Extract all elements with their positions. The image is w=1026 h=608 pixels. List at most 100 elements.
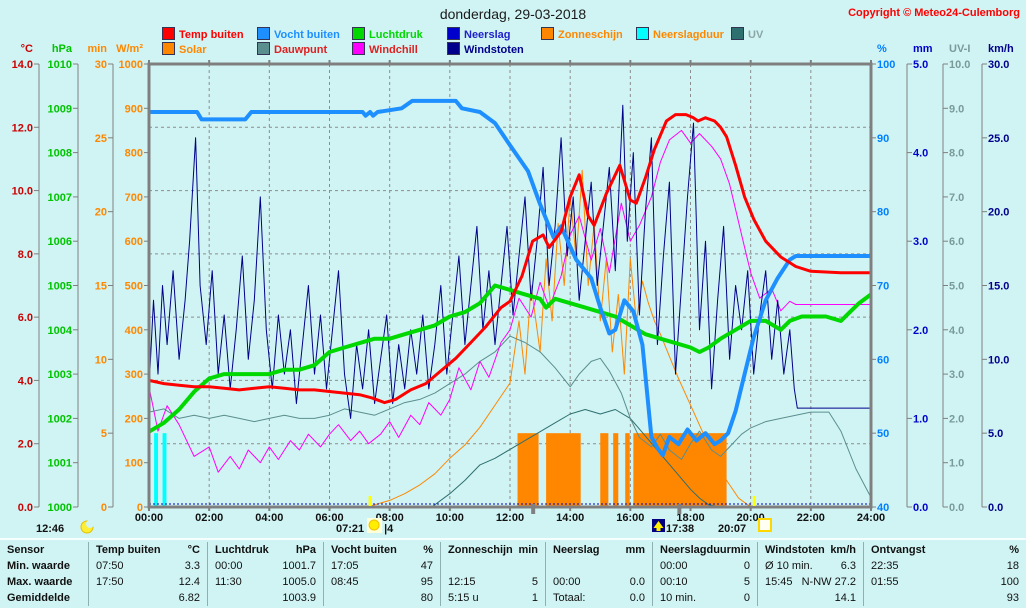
- cell-time: Gemiddelde: [7, 592, 70, 604]
- axis-tick-label: 0.0: [18, 502, 33, 514]
- legend-swatch-icon: [257, 42, 270, 55]
- axis-tick-label: 0.0: [913, 502, 928, 514]
- legend-label: Vocht buiten: [274, 29, 340, 41]
- border-ticks: [148, 60, 872, 511]
- axis-tick-label: 400: [125, 325, 143, 337]
- series-windchill: [148, 129, 871, 473]
- cell-value: 6.82: [178, 592, 200, 604]
- axis-tick-label: 25: [95, 133, 107, 145]
- cell-value: 1005.0: [282, 576, 316, 588]
- cell-value: 0.0: [629, 592, 645, 604]
- axis-tick-label: 1010: [48, 59, 72, 71]
- axis-mm: 5.0 4.0 3.0 2.0 1.0 0.0 mm: [906, 43, 933, 514]
- legend-item-uv: UV: [731, 27, 763, 41]
- legend-item-dauwpunt: Dauwpunt: [257, 42, 327, 56]
- x-axis-tick-label: 06:00: [315, 512, 343, 524]
- legend-item-luchtdruk: Luchtdruk: [352, 27, 423, 41]
- cell-time: 08:45: [331, 576, 359, 588]
- legend-label: Neerslagduur: [653, 29, 724, 41]
- x-axis-tick-label: 02:00: [195, 512, 223, 524]
- cell-value: %: [1009, 544, 1019, 556]
- table-cell: 5:15 u 1: [440, 590, 545, 606]
- axis-tick-label: 300: [125, 369, 143, 381]
- axis-tick-label: 90: [877, 133, 889, 145]
- table-cell: 80: [323, 590, 440, 606]
- axis-tick-label: 8.0: [18, 249, 33, 261]
- cell-value: 0.0: [629, 576, 645, 588]
- axis-tick-label: 60: [877, 354, 889, 366]
- legend-swatch-icon: [257, 27, 270, 40]
- axis-unit-label: W/m²: [116, 43, 143, 55]
- cell-time: 22:35: [871, 560, 899, 572]
- x-axis-tick-label: 12:00: [496, 512, 524, 524]
- table-cell: 17:50 12.4: [88, 574, 207, 590]
- axis-tick-label: 1009: [48, 103, 72, 115]
- axis-tick-label: 6.0: [949, 236, 964, 248]
- series-dauwpunt: [148, 335, 872, 498]
- axis-tick-label: 1000: [48, 502, 72, 514]
- weather-chart: 14.012.010.08.06.04.02.00.0°C10101009100…: [12, 43, 1014, 535]
- cell-time: Zonneschijn: [448, 544, 513, 556]
- cell-time: 00:00: [660, 560, 688, 572]
- table-cell: 00:00 0: [652, 558, 757, 574]
- marker-time: |4: [384, 523, 394, 535]
- bars-zonneschijn: [517, 433, 727, 506]
- table-header-zonneschijn: Zonneschijn min: [440, 542, 545, 558]
- table-cell: [440, 558, 545, 574]
- marker-time: 17:38: [666, 523, 694, 535]
- axis-tick-label: 4.0: [18, 375, 33, 387]
- legend-item-zonneschijn: Zonneschijn: [541, 27, 623, 41]
- axis-tick-label: 4.0: [949, 325, 964, 337]
- axis-tick-label: 1.0: [949, 458, 964, 470]
- legend-label: Windchill: [369, 44, 418, 56]
- table-cell: 00:10 5: [652, 574, 757, 590]
- axis-tick-label: 0: [101, 502, 107, 514]
- series-temp-buiten: [148, 113, 871, 405]
- table-header-sensor: Sensor: [0, 542, 88, 558]
- axis-tick-label: 0: [137, 502, 143, 514]
- cell-time: 12:15: [448, 576, 476, 588]
- axis-tick-label: 1001: [48, 458, 72, 470]
- axis-tick-label: 1008: [48, 148, 72, 160]
- axis-tick-label: 0.0: [949, 502, 964, 514]
- cell-value: 0: [743, 592, 750, 604]
- axis-tick-label: 1007: [48, 192, 72, 204]
- cell-time: 10 min.: [660, 592, 697, 604]
- axis-UVI: 10.0 9.0 8.0 7.0 6.0 5.0 4.0 3.0 2.0 1.0 0.0 UV-I: [942, 43, 970, 514]
- axis-tick-label: 9.0: [949, 103, 964, 115]
- cell-value: 47: [420, 560, 433, 572]
- cell-value: 14.1: [834, 592, 856, 604]
- cell-value: 12.4: [178, 576, 200, 588]
- cell-value: 1: [531, 592, 538, 604]
- cell-value: 1003.9: [282, 592, 316, 604]
- cell-time: 17:50: [96, 576, 124, 588]
- marker-time: 07:21: [336, 523, 364, 535]
- axis-unit-label: min: [87, 43, 107, 55]
- cell-value: 0: [743, 560, 750, 572]
- sunrise-sun-icon: [367, 518, 383, 533]
- marker-time: 12:46: [36, 523, 64, 535]
- x-axis-tick-label: 00:00: [135, 512, 163, 524]
- x-axis-tick-label: 10:00: [436, 512, 464, 524]
- table-cell: Totaal: 0.0: [545, 590, 652, 606]
- axis-unit-label: km/h: [988, 43, 1014, 55]
- table-cell: 00:00 1001.7: [207, 558, 323, 574]
- cell-time: Luchtdruk: [215, 544, 269, 556]
- legend-swatch-icon: [731, 27, 744, 40]
- cell-time: Temp buiten: [96, 544, 161, 556]
- axis-tick-label: 15: [95, 281, 107, 293]
- legend-item-neerslagduur: Neerslagduur: [636, 27, 724, 41]
- axis-tick-label: 10.0: [988, 354, 1009, 366]
- legend-label: Luchtdruk: [369, 29, 423, 41]
- cell-value: °C: [187, 544, 200, 556]
- axis-tick-label: 20.0: [988, 207, 1009, 219]
- cell-value: 5: [531, 576, 538, 588]
- axis-tick-label: 5: [101, 428, 107, 440]
- cell-value: mm: [625, 544, 645, 556]
- x-axis-tick-label: 20:00: [737, 512, 765, 524]
- cell-time: Ontvangst: [871, 544, 926, 556]
- cell-time: 00:00: [553, 576, 581, 588]
- x-axis-labels: 00:00 02:00 04:00 06:00 08:00 10:00 12:00 14:00…: [135, 512, 885, 524]
